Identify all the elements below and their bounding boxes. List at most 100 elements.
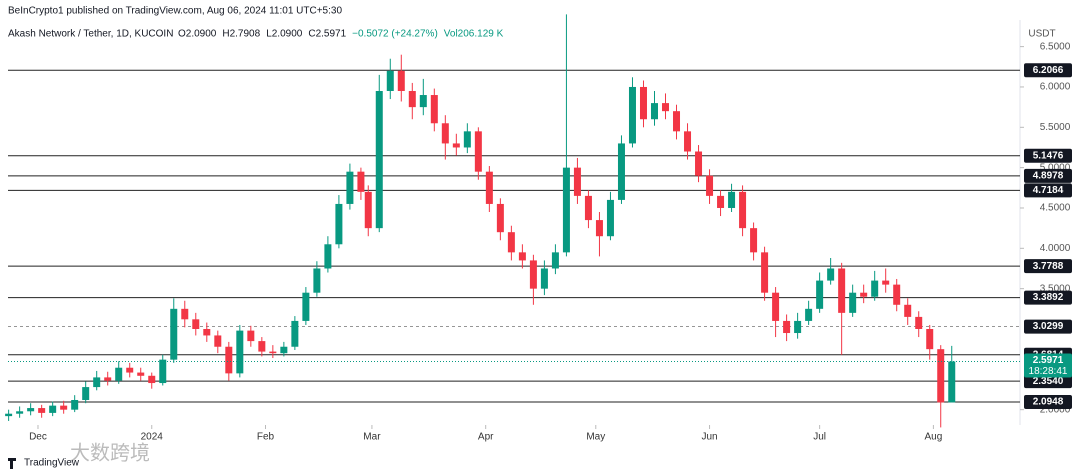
x-tick-label: Feb bbox=[257, 432, 275, 443]
candle-body bbox=[606, 199, 614, 237]
candle-body bbox=[816, 280, 824, 309]
candle-body bbox=[170, 308, 178, 360]
candle-body bbox=[529, 260, 537, 289]
candle-body bbox=[772, 292, 780, 321]
candle-body bbox=[926, 328, 934, 350]
y-tick-label: 6.0000 bbox=[1040, 82, 1071, 93]
candle-body bbox=[882, 280, 890, 285]
x-tick-label: Mar bbox=[363, 432, 381, 443]
y-tick-label: 5.0000 bbox=[1040, 162, 1071, 173]
level-label: 6.2066 bbox=[1033, 65, 1064, 76]
level-box bbox=[1024, 148, 1072, 163]
candle-body bbox=[948, 361, 956, 403]
candle-body bbox=[915, 316, 923, 329]
ohlc-value: H2.7908 bbox=[222, 29, 260, 40]
candle-body bbox=[695, 151, 703, 176]
candle-body bbox=[269, 351, 277, 354]
candle-body bbox=[639, 86, 647, 120]
ohlc-value: −0.5072 (+24.27%) bbox=[352, 29, 438, 40]
candle-body bbox=[82, 387, 90, 400]
candle-body bbox=[595, 220, 603, 237]
countdown: 18:28:41 bbox=[1029, 366, 1068, 377]
candle-body bbox=[562, 167, 570, 253]
candle-body bbox=[452, 143, 460, 148]
currency: USDT bbox=[1028, 29, 1055, 40]
level-box bbox=[1024, 183, 1072, 198]
candle-body bbox=[717, 195, 725, 208]
candle-body bbox=[225, 346, 233, 374]
x-tick-label: Apr bbox=[478, 432, 494, 443]
candle-body bbox=[739, 191, 747, 229]
level-box bbox=[1024, 259, 1072, 274]
candle-body bbox=[673, 111, 681, 132]
level-box bbox=[1024, 63, 1072, 78]
candle-body bbox=[430, 95, 438, 124]
level-label: 4.7184 bbox=[1033, 185, 1064, 196]
level-label: 5.1476 bbox=[1033, 150, 1064, 161]
candle-body bbox=[291, 320, 299, 347]
candle-body bbox=[617, 143, 625, 200]
candle-body bbox=[860, 292, 868, 297]
level-box bbox=[1024, 395, 1072, 410]
level-box bbox=[1024, 374, 1072, 389]
candle-body bbox=[38, 408, 46, 413]
candle-body bbox=[761, 252, 769, 293]
candle-body bbox=[684, 131, 692, 152]
candle-body bbox=[419, 95, 427, 108]
logo-text: TradingView bbox=[24, 458, 80, 469]
candle-body bbox=[192, 319, 200, 329]
level-label: 2.3540 bbox=[1033, 376, 1064, 387]
x-tick-label: May bbox=[586, 432, 605, 443]
candle-body bbox=[375, 90, 383, 229]
candle-body bbox=[137, 372, 145, 376]
candle-body bbox=[397, 70, 405, 91]
candle-body bbox=[805, 308, 813, 321]
candle-body bbox=[214, 335, 222, 347]
candle-body bbox=[302, 292, 310, 321]
x-tick-label: Jun bbox=[701, 432, 717, 443]
candle-body bbox=[474, 131, 482, 172]
y-tick-label: 4.0000 bbox=[1040, 243, 1071, 254]
candle-body bbox=[203, 328, 211, 336]
candle-body bbox=[551, 252, 559, 269]
candle-body bbox=[628, 86, 636, 144]
ohlc-value: O2.0900 bbox=[178, 29, 217, 40]
y-tick-label: 5.5000 bbox=[1040, 122, 1071, 133]
x-tick-label: 2024 bbox=[141, 432, 164, 443]
candle-body bbox=[280, 346, 288, 354]
candle-body bbox=[115, 367, 123, 381]
candle-body bbox=[364, 191, 372, 229]
candle-body bbox=[346, 171, 354, 204]
y-tick-label: 4.5000 bbox=[1040, 203, 1071, 214]
y-tick-label: 3.5000 bbox=[1040, 283, 1071, 294]
candle-body bbox=[441, 123, 449, 144]
candle-body bbox=[794, 320, 802, 334]
candle-body bbox=[728, 191, 736, 208]
ohlc-value: L2.0900 bbox=[266, 29, 303, 40]
candle-body bbox=[258, 341, 266, 352]
ohlc-value: Vol206.129 K bbox=[444, 29, 504, 40]
candle-body bbox=[408, 90, 416, 108]
candle-body bbox=[27, 408, 35, 412]
x-tick-label: Jul bbox=[813, 432, 826, 443]
candle-body bbox=[357, 171, 365, 192]
candle-body bbox=[236, 330, 244, 374]
level-label: 3.0299 bbox=[1033, 321, 1064, 332]
candle-body bbox=[49, 405, 57, 413]
candle-body bbox=[16, 411, 24, 414]
level-label: 4.8978 bbox=[1033, 171, 1064, 182]
candle-body bbox=[937, 349, 945, 403]
y-tick-label: 6.5000 bbox=[1040, 41, 1071, 52]
candle-body bbox=[584, 195, 592, 221]
ohlc-legend: O2.0900 H2.7908 L2.0900 C2.5971 −0.5072 (+24… bbox=[178, 29, 504, 40]
last-price-label: 2.5971 bbox=[1033, 355, 1064, 366]
candle-body bbox=[871, 280, 879, 297]
candle-body bbox=[650, 103, 658, 120]
candle-body bbox=[148, 375, 156, 384]
ohlc-value: C2.5971 bbox=[308, 29, 346, 40]
candle-body bbox=[573, 167, 581, 196]
last-price-box bbox=[1024, 353, 1072, 378]
